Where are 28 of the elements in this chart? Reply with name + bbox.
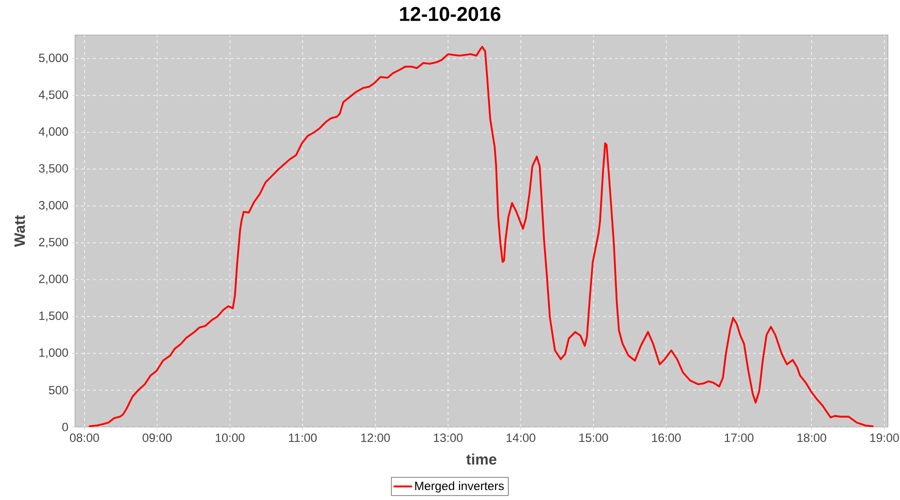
y-axis-title: Watt (14, 215, 25, 247)
y-tick-label: 4,500 (38, 90, 68, 100)
chart-title: 12-10-2016 (400, 6, 500, 22)
x-tick-label: 08:00 (70, 434, 100, 442)
x-tick-label: 12:00 (361, 434, 390, 442)
y-tick-label: 5,000 (38, 54, 68, 64)
x-tick-label: 10:00 (216, 434, 244, 442)
x-tick-label: 15:00 (579, 434, 608, 442)
y-tick-label: 500 (48, 386, 68, 394)
y-tick-label: 3,500 (38, 164, 68, 174)
x-axis-title: time (466, 454, 496, 465)
x-tick-label: 11:00 (288, 434, 317, 442)
x-tick-label: 19:00 (870, 434, 899, 442)
legend-label: Merged inverters (415, 481, 504, 493)
x-tick-label: 09:00 (142, 434, 172, 442)
y-tick-label: 1,500 (39, 312, 68, 322)
y-tick-label: 2,000 (39, 274, 68, 285)
y-tick-label: 2,500 (39, 238, 68, 248)
x-tick-label: 16:00 (652, 434, 681, 442)
y-tick-label: 0 (62, 422, 68, 432)
y-tick-label: 1,000 (39, 348, 68, 358)
x-tick-label: 18:00 (798, 434, 826, 442)
x-tick-label: 17:00 (724, 434, 754, 442)
y-tick-label: 3,000 (38, 200, 68, 211)
x-tick-label: 14:00 (506, 434, 536, 442)
x-tick-label: 13:00 (434, 434, 463, 442)
y-tick-label: 4,000 (38, 127, 68, 138)
line-series (88, 46, 874, 427)
